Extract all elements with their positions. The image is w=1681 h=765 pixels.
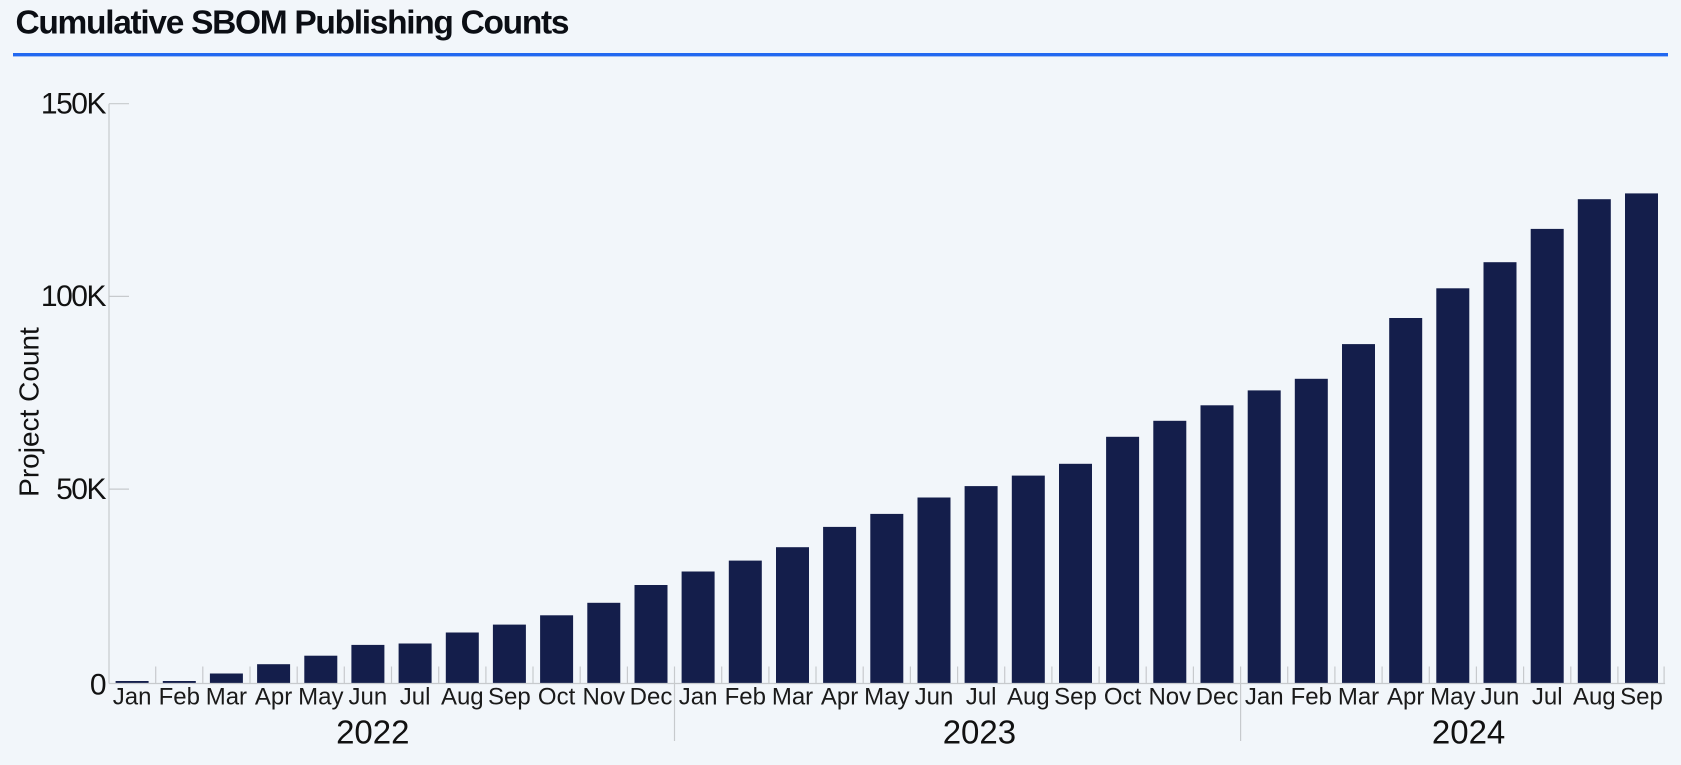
svg-text:Nov: Nov: [582, 684, 625, 711]
svg-text:Sep: Sep: [1620, 684, 1663, 711]
svg-text:Oct: Oct: [538, 684, 576, 711]
svg-text:Jul: Jul: [966, 684, 997, 711]
svg-text:May: May: [298, 684, 343, 711]
svg-text:Sep: Sep: [1054, 684, 1097, 711]
svg-text:2022: 2022: [336, 714, 409, 751]
svg-text:Jun: Jun: [915, 684, 954, 711]
svg-text:Sep: Sep: [488, 684, 531, 711]
svg-text:Cumulative SBOM Publishing Cou: Cumulative SBOM Publishing Counts: [16, 5, 569, 42]
svg-text:Aug: Aug: [441, 684, 484, 711]
svg-text:May: May: [1430, 684, 1475, 711]
svg-text:Jan: Jan: [679, 684, 718, 711]
svg-text:Feb: Feb: [725, 684, 766, 711]
svg-text:Oct: Oct: [1104, 684, 1142, 711]
svg-text:Nov: Nov: [1148, 684, 1191, 711]
svg-text:Jun: Jun: [1481, 684, 1520, 711]
svg-text:0: 0: [90, 669, 106, 702]
svg-text:Jan: Jan: [1245, 684, 1284, 711]
svg-text:50K: 50K: [56, 473, 106, 506]
svg-text:Feb: Feb: [1291, 684, 1332, 711]
svg-text:May: May: [864, 684, 909, 711]
svg-text:Apr: Apr: [1387, 684, 1424, 711]
svg-text:Mar: Mar: [772, 684, 813, 711]
svg-text:Project Count: Project Count: [13, 327, 44, 497]
svg-text:Aug: Aug: [1007, 684, 1050, 711]
svg-text:Jul: Jul: [1532, 684, 1563, 711]
svg-text:Jan: Jan: [113, 684, 152, 711]
svg-text:Aug: Aug: [1573, 684, 1616, 711]
svg-text:Jul: Jul: [400, 684, 431, 711]
svg-text:Feb: Feb: [159, 684, 200, 711]
svg-text:Jun: Jun: [349, 684, 388, 711]
svg-text:2023: 2023: [943, 714, 1016, 751]
svg-text:Apr: Apr: [821, 684, 858, 711]
svg-text:Mar: Mar: [1338, 684, 1379, 711]
svg-text:Apr: Apr: [255, 684, 292, 711]
svg-text:Dec: Dec: [630, 684, 673, 711]
svg-text:2024: 2024: [1432, 714, 1505, 751]
svg-text:Mar: Mar: [206, 684, 247, 711]
svg-text:Dec: Dec: [1196, 684, 1239, 711]
svg-text:150K: 150K: [41, 88, 107, 121]
svg-text:100K: 100K: [41, 280, 107, 313]
